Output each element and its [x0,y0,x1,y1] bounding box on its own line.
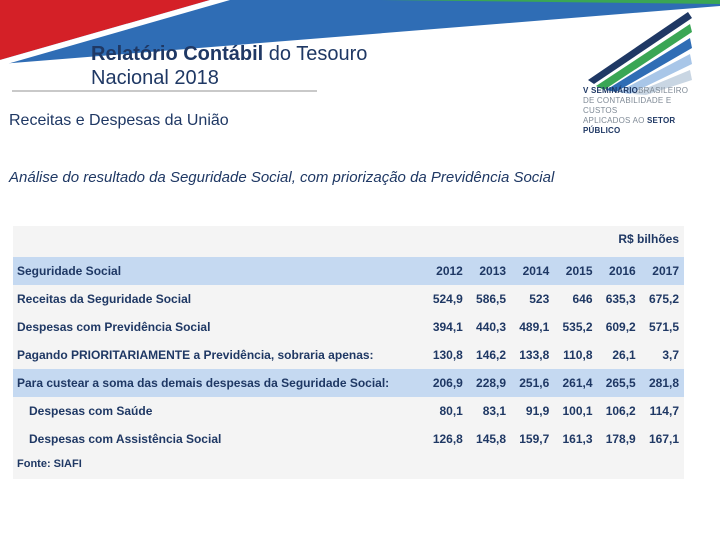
title-divider [12,90,317,92]
seminar-logo-icon [588,12,692,95]
seguridade-table-panel: R$ bilhões Seguridade Social 2012 2013 2… [13,226,684,479]
white-gap [0,0,230,66]
cell: 161,3 [562,432,593,446]
table-header-row: Seguridade Social 2012 2013 2014 2015 20… [13,257,684,285]
blue-ribbon [0,0,720,64]
cell: 524,9 [432,292,463,306]
table-row: Receitas da Seguridade Social 524,9 586,… [13,285,684,313]
header-cell: 2016 [609,264,636,278]
cell: 675,2 [648,292,679,306]
cell: 106,2 [605,404,636,418]
cell: 100,1 [562,404,593,418]
cell: 251,6 [519,376,550,390]
cell: 167,1 [648,432,679,446]
cell: 489,1 [519,320,550,334]
table-row: Despesas com Assistência Social 126,8 14… [13,425,684,453]
subtitle: Análise do resultado da Seguridade Socia… [9,169,555,186]
cell: 394,1 [432,320,463,334]
header-cell: 2012 [436,264,463,278]
cell: 646 [572,292,593,306]
cell: 110,8 [563,348,593,362]
logo-line1b: BRASILEIRO [638,86,689,95]
title-line2: Nacional 2018 [91,67,219,89]
cell: 281,8 [648,376,679,390]
table-source: Fonte: SIAFI [17,458,82,470]
cell: 3,7 [662,348,679,362]
header-cell: 2015 [565,264,593,278]
cell: 83,1 [482,404,507,418]
row-label: Despesas com Previdência Social [17,320,211,334]
logo-line1a: V SEMINÁRIO [583,86,639,95]
row-label: Despesas com Saúde [29,404,153,418]
cell: 145,8 [476,432,507,446]
cell: 635,3 [605,292,636,306]
table-row: Despesas com Saúde 80,1 83,1 91,9 100,1 … [13,397,684,425]
title-bold: Relatório Contábil [91,43,264,65]
cell: 440,3 [476,320,507,334]
cell: 586,5 [476,292,507,306]
cell: 26,1 [612,348,636,362]
cell: 114,7 [649,404,679,418]
cell: 178,9 [605,432,636,446]
green-ribbon [380,0,720,4]
seminar-logo-text: V SEMINÁRIOBRASILEIRO DE CONTABILIDADE E… [583,86,701,136]
cell: 159,7 [519,432,550,446]
cell: 91,9 [525,404,550,418]
logo-line2: DE CONTABILIDADE E CUSTOS [583,96,672,115]
unit-label: R$ bilhões [618,232,679,246]
logo-line3b: SETOR PÚBLICO [583,116,676,135]
report-title: Relatório Contábil do Tesouro Nacional 2… [91,42,367,90]
title-rest: do Tesouro [263,43,368,65]
table-row: Despesas com Previdência Social 394,1 44… [13,313,684,341]
cell: 228,9 [476,376,507,390]
row-label: Receitas da Seguridade Social [17,292,192,306]
row-label: Para custear a soma das demais despesas … [17,376,390,390]
cell: 146,2 [476,348,507,362]
cell: 133,8 [519,348,550,362]
section-title: Receitas e Despesas da União [9,112,229,129]
cell: 126,8 [432,432,463,446]
header-cell: 2017 [652,264,679,278]
cell: 609,2 [605,320,636,334]
table-row: Pagando PRIORITARIAMENTE a Previdência, … [13,341,684,369]
cell: 571,5 [648,320,679,334]
cell: 523 [529,292,550,306]
row-label: Pagando PRIORITARIAMENTE a Previdência, … [17,348,374,362]
seguridade-table: Seguridade Social 2012 2013 2014 2015 20… [13,257,684,453]
cell: 265,5 [605,376,636,390]
cell: 80,1 [439,404,463,418]
header-cell: 2014 [522,264,550,278]
cell: 206,9 [432,376,463,390]
header-cell: Seguridade Social [17,264,122,278]
cell: 261,4 [562,376,593,390]
row-label: Despesas com Assistência Social [29,432,222,446]
logo-line3a: APLICADOS AO [583,116,645,125]
header-cell: 2013 [479,264,507,278]
cell: 130,8 [432,348,463,362]
cell: 535,2 [562,320,593,334]
table-row-highlight: Para custear a soma das demais despesas … [13,369,684,397]
